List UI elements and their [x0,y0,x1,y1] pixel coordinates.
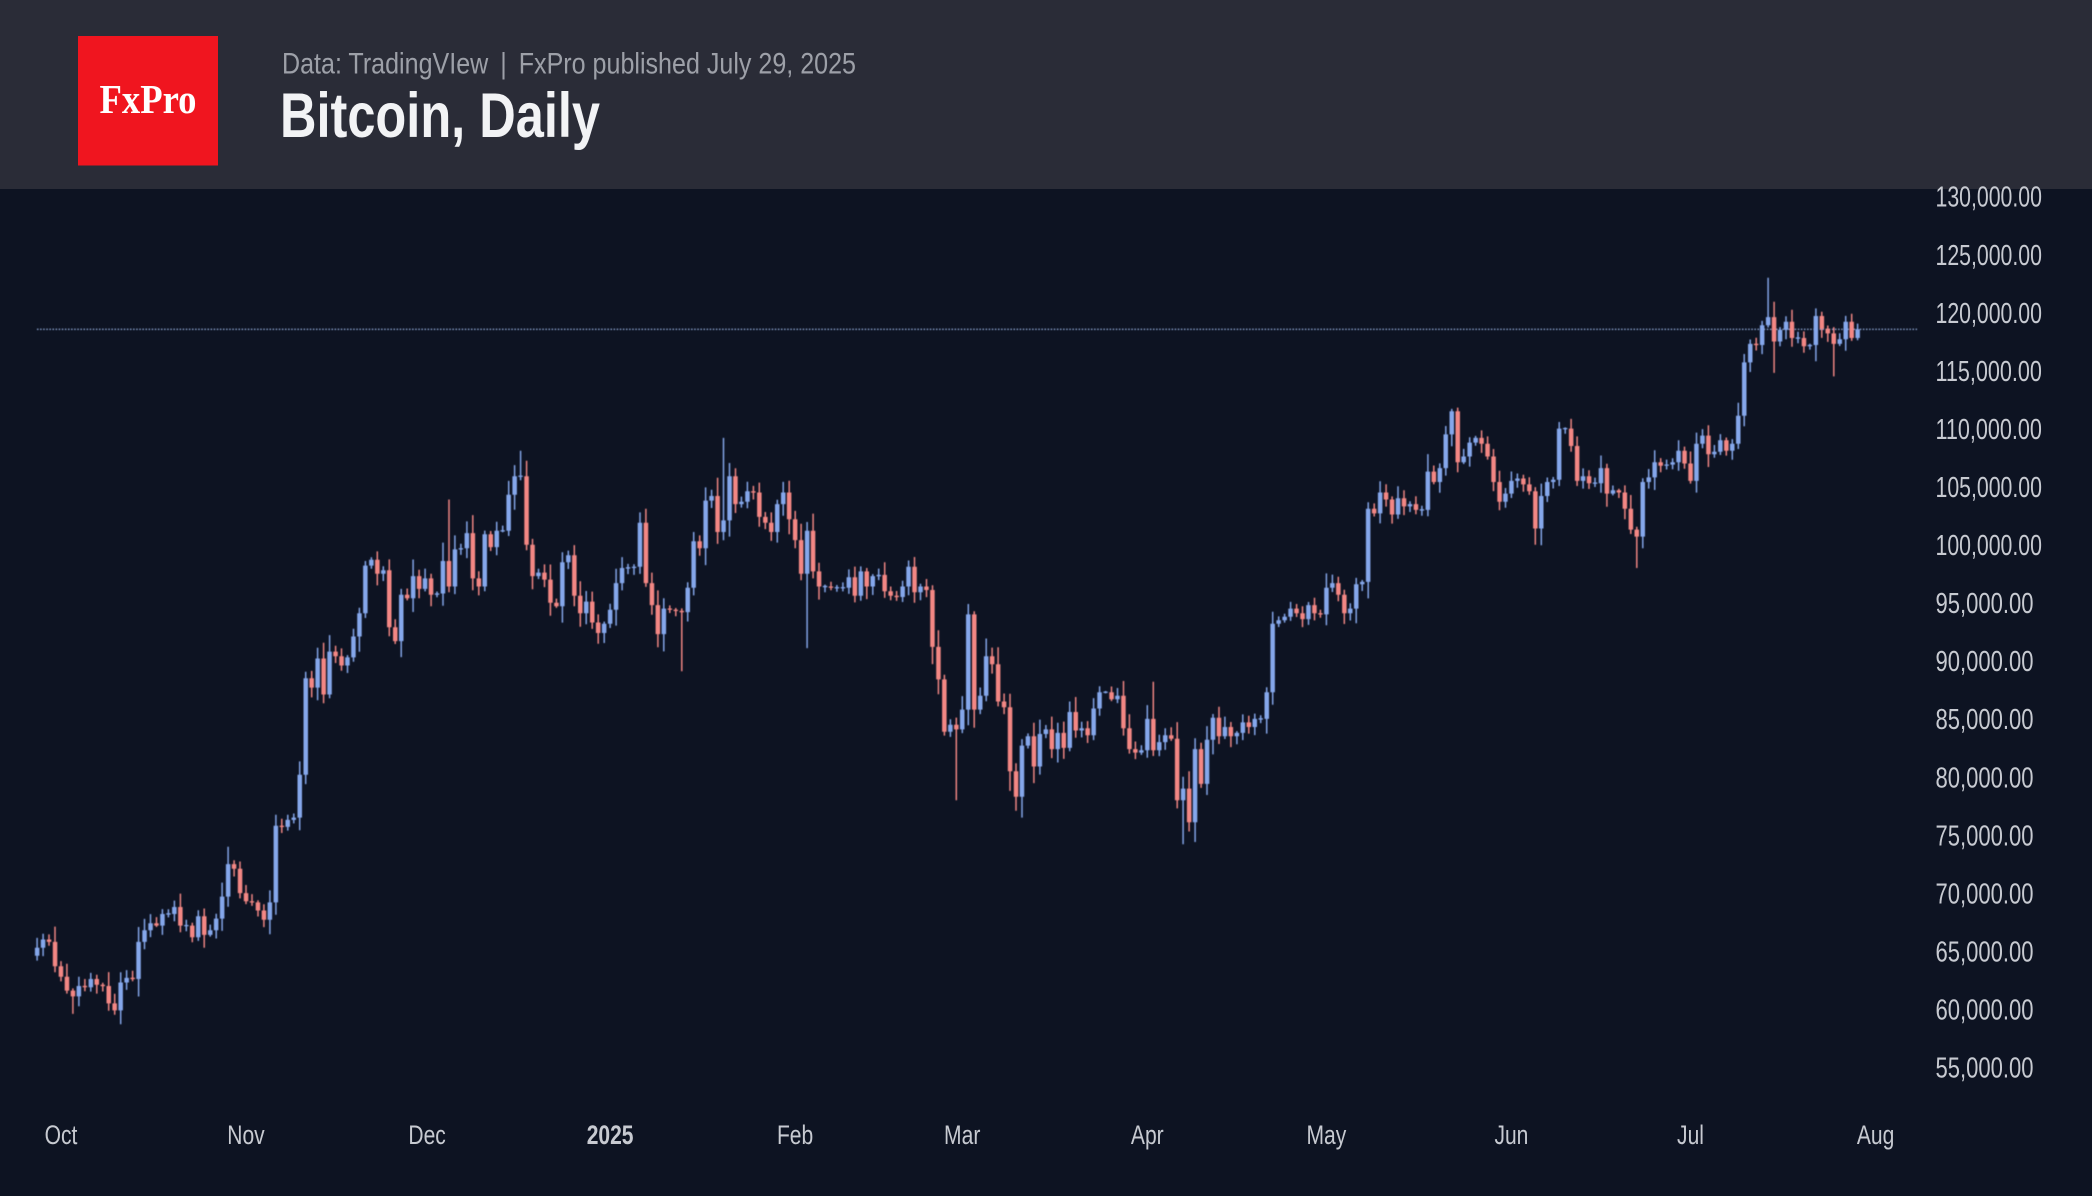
svg-text:Apr: Apr [1131,1120,1164,1150]
svg-text:60,000.00: 60,000.00 [1936,995,2034,1027]
svg-text:115,000.00: 115,000.00 [1936,356,2042,388]
svg-text:105,000.00: 105,000.00 [1936,472,2042,504]
svg-text:85,000.00: 85,000.00 [1936,704,2034,736]
svg-text:Bitcoin, Daily: Bitcoin, Daily [280,81,600,151]
svg-text:FxPro: FxPro [100,76,197,122]
svg-text:Oct: Oct [45,1120,78,1150]
svg-text:95,000.00: 95,000.00 [1936,588,2034,620]
svg-text:Jun: Jun [1494,1120,1528,1150]
svg-text:Aug: Aug [1857,1120,1895,1150]
svg-text:May: May [1307,1120,1347,1150]
svg-text:80,000.00: 80,000.00 [1936,762,2034,794]
svg-text:120,000.00: 120,000.00 [1936,298,2042,330]
svg-text:Nov: Nov [227,1120,265,1150]
svg-text:110,000.00: 110,000.00 [1936,414,2042,446]
svg-text:Jul: Jul [1677,1120,1704,1150]
svg-text:130,000.00: 130,000.00 [1936,182,2042,214]
svg-text:65,000.00: 65,000.00 [1936,937,2034,969]
svg-text:2025: 2025 [587,1120,634,1150]
svg-text:Data: TradingVIew | FxPro pu: Data: TradingVIew | FxPro published July… [282,48,856,81]
svg-text:100,000.00: 100,000.00 [1936,530,2042,562]
svg-text:55,000.00: 55,000.00 [1936,1053,2034,1085]
svg-text:70,000.00: 70,000.00 [1936,878,2034,910]
svg-text:125,000.00: 125,000.00 [1936,240,2042,272]
svg-text:75,000.00: 75,000.00 [1936,820,2034,852]
svg-text:Feb: Feb [777,1120,813,1150]
svg-text:90,000.00: 90,000.00 [1936,646,2034,678]
svg-text:Dec: Dec [408,1120,445,1150]
svg-text:Mar: Mar [944,1120,980,1150]
